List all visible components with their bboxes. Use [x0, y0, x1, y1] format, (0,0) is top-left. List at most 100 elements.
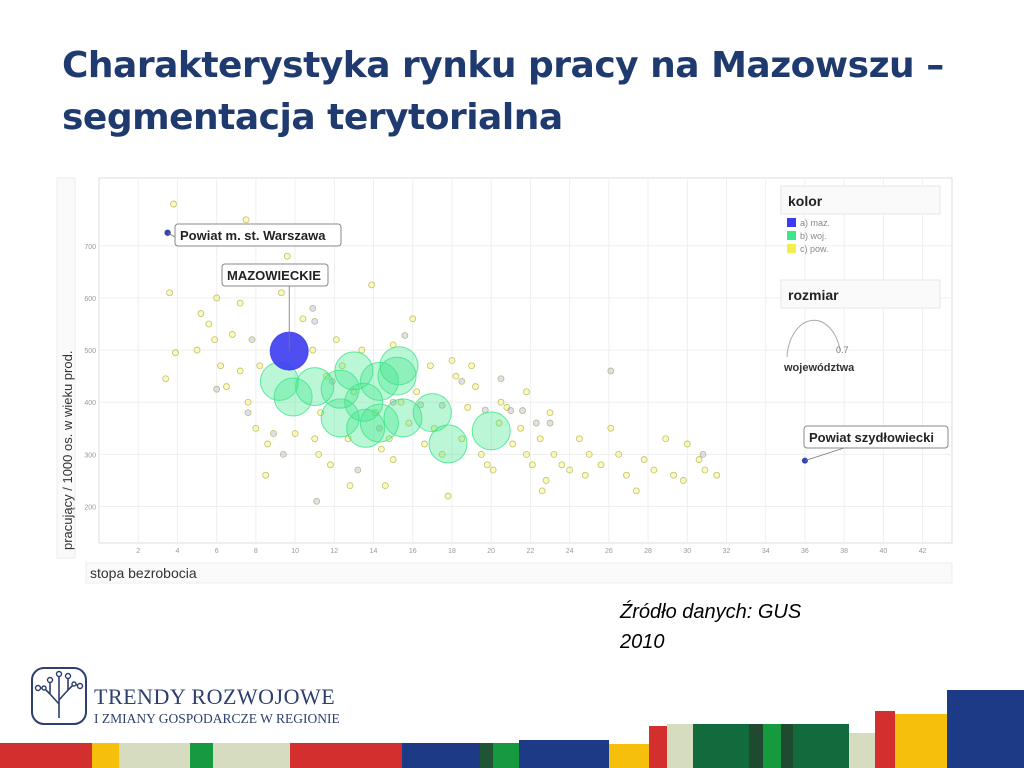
- data-point-c-pow: [472, 383, 479, 390]
- data-point-c-pow: [346, 482, 354, 490]
- data-point-c-pow: [413, 388, 421, 396]
- data-point-c-pow: [458, 435, 466, 443]
- data-point-c-pow: [695, 456, 703, 463]
- slide-title-line1: Charakterystyka rynku pracy na Mazowszu …: [62, 45, 944, 86]
- data-point-a-maz-powiaty: [213, 385, 221, 393]
- data-point-c-pow: [162, 375, 170, 383]
- data-point-c-pow: [640, 456, 648, 463]
- annotation-box: [803, 425, 949, 449]
- legend-swatch: [787, 231, 796, 240]
- data-point-b-woj: [334, 351, 374, 391]
- data-point-a-maz-powiaty: [309, 304, 317, 312]
- data-point-b-woj: [359, 361, 399, 401]
- data-point-a-maz-powiaty: [313, 497, 321, 505]
- data-point-c-pow: [381, 482, 389, 490]
- data-point-a-maz-powiaty: [546, 419, 554, 427]
- legend-swatch: [787, 218, 796, 227]
- x-tick-label: 12: [330, 548, 338, 555]
- data-point-c-pow: [523, 388, 530, 396]
- y-axis-label: pracujący / 1000 os. w wieku prod.: [60, 351, 75, 550]
- data-point-b-woj: [377, 356, 417, 396]
- data-point-c-pow: [223, 383, 230, 390]
- data-point-b-woj: [359, 403, 399, 443]
- x-tick-label: 6: [215, 548, 219, 555]
- x-tick-label: 20: [487, 548, 495, 555]
- data-point-c-pow: [495, 419, 503, 427]
- tree-circuit-icon: [31, 667, 87, 725]
- data-point-c-pow: [311, 435, 319, 443]
- data-point-c-pow: [662, 435, 670, 443]
- slide-title: Charakterystyka rynku pracy na Mazowszu …: [62, 40, 962, 144]
- data-point-a-maz-powiaty: [270, 430, 277, 437]
- data-point-c-pow: [607, 424, 615, 432]
- y-tick-label: 500: [84, 348, 96, 355]
- x-tick-label: 10: [291, 548, 299, 555]
- x-label-strip: [85, 562, 953, 584]
- y-label-strip: [56, 177, 76, 559]
- y-tick-label: 300: [84, 452, 96, 459]
- data-point-c-pow: [197, 310, 205, 317]
- annotation-box: [174, 223, 342, 247]
- data-point-c-pow: [256, 362, 264, 370]
- data-point-c-pow: [193, 346, 201, 354]
- data-point-c-pow: [523, 450, 530, 458]
- slide-title-line2: segmentacja terytorialna: [62, 97, 563, 138]
- annotation-leader-line: [804, 447, 845, 461]
- x-tick-label: 30: [683, 548, 691, 555]
- data-point-c-pow: [170, 200, 177, 208]
- annotation-label: Powiat szydłowiecki: [809, 430, 934, 445]
- legend-swatch: [787, 244, 796, 253]
- data-point-c-pow: [452, 372, 460, 380]
- data-point-c-pow: [326, 461, 334, 469]
- data-point-c-pow: [213, 294, 221, 302]
- annotation-leader-line: [167, 232, 176, 238]
- project-logo: TRENDY ROZWOJOWE I ZMIANY GOSPODARCZE W …: [30, 664, 350, 730]
- data-point-b-woj: [344, 382, 384, 422]
- data-point-c-pow: [536, 435, 544, 443]
- data-point-c-pow: [205, 320, 213, 328]
- data-point-c-pow: [409, 315, 417, 323]
- data-point-c-pow: [421, 440, 428, 448]
- data-point-c-pow: [489, 466, 497, 474]
- data-point-c-pow: [315, 450, 323, 458]
- data-point-c-pow: [509, 440, 517, 448]
- data-point-a-maz-powiaty: [401, 332, 409, 339]
- data-point-a-maz-powiaty: [248, 336, 256, 344]
- data-point-b-woj: [428, 424, 468, 464]
- data-point-a-maz-powiaty: [507, 407, 515, 414]
- data-point-c-pow: [438, 450, 446, 458]
- data-point-b-woj: [379, 346, 419, 386]
- data-point-a-maz-powiaty: [438, 401, 446, 409]
- legend-item-label: a) maz.: [800, 218, 830, 228]
- data-point-c-pow: [228, 331, 236, 338]
- data-point-c-pow: [497, 398, 505, 406]
- data-point-c-pow: [713, 471, 721, 479]
- y-tick-label: 700: [84, 244, 96, 251]
- legend-item-label: c) pow.: [800, 244, 829, 254]
- data-point-c-pow: [468, 362, 475, 370]
- data-point-b-woj: [412, 393, 452, 433]
- data-point-c-pow: [550, 450, 558, 458]
- data-source-line2: 2010: [620, 631, 665, 653]
- data-point-b-woj: [383, 398, 423, 438]
- data-point-a-maz-powiaty: [354, 466, 362, 474]
- data-point-c-pow: [242, 216, 250, 224]
- data-point-c-pow: [389, 456, 397, 463]
- data-point-c-pow: [244, 398, 252, 406]
- data-point-c-pow: [368, 281, 375, 289]
- logo-title: TRENDY ROZWOJOWE: [94, 684, 336, 709]
- data-point-c-pow: [426, 362, 434, 370]
- data-point-a-maz-powiaty: [519, 407, 526, 414]
- x-tick-label: 42: [919, 548, 927, 555]
- x-tick-label: 8: [254, 548, 258, 555]
- data-point-c-pow: [172, 349, 179, 357]
- data-point-c-pow: [211, 336, 219, 344]
- data-point-c-pow: [252, 424, 260, 432]
- data-point-a-maz-powiaty: [699, 450, 707, 458]
- data-point-c-pow: [405, 419, 413, 427]
- data-point-c-pow: [332, 336, 340, 344]
- legend-size-gauge: [786, 319, 841, 358]
- x-tick-label: 32: [723, 548, 731, 555]
- data-point-c-pow: [309, 346, 317, 354]
- data-point-c-pow: [597, 461, 605, 469]
